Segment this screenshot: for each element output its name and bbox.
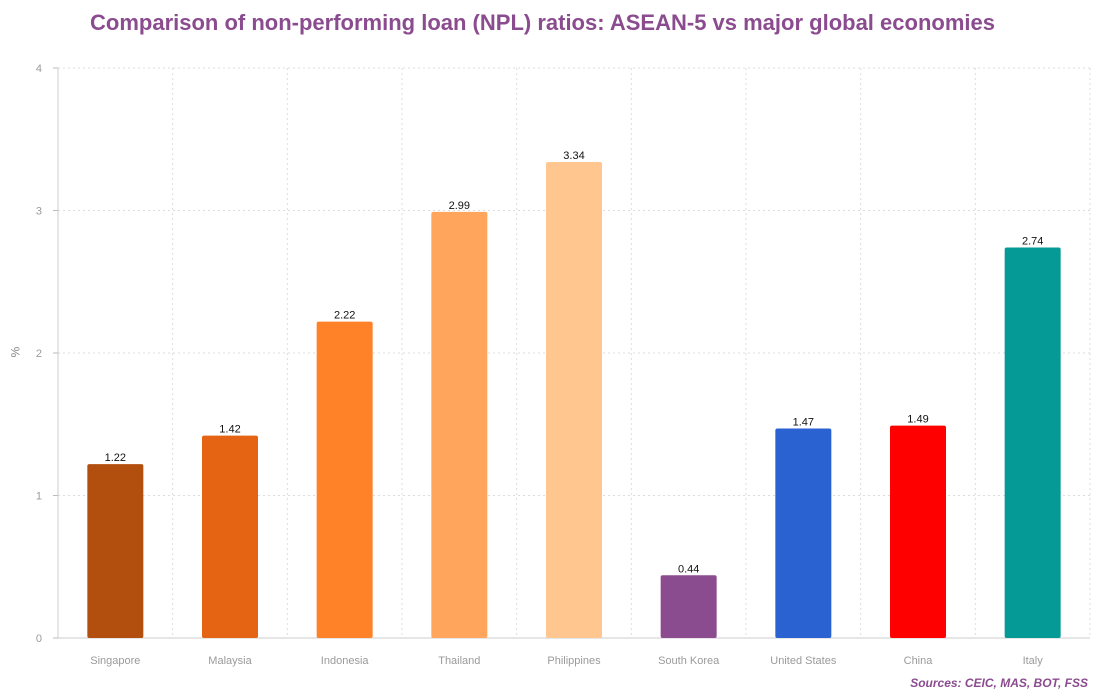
bar-south-korea [660,575,717,638]
y-tick-label-0: 0 [36,633,42,645]
source-note: Sources: CEIC, MAS, BOT, FSS [910,676,1088,690]
bar-italy [1004,247,1061,639]
chart-title: Comparison of non-performing loan (NPL) … [90,10,995,35]
x-tick-label-china: China [904,655,934,667]
y-tick-label-2: 2 [36,348,42,360]
bar-indonesia [316,321,373,638]
y-tick-label-4: 4 [36,63,42,75]
bar-singapore [87,464,144,638]
y-tick-label-3: 3 [36,206,42,218]
data-label-indonesia: 2.22 [334,310,355,322]
data-label-malaysia: 1.42 [219,424,240,436]
x-tick-label-united-states: United States [770,655,837,667]
data-label-united-states: 1.47 [793,417,814,429]
bar-thailand [431,211,488,639]
x-tick-label-thailand: Thailand [438,655,480,667]
x-tick-label-malaysia: Malaysia [208,655,252,667]
data-label-china: 1.49 [907,414,928,426]
x-tick-label-philippines: Philippines [547,655,601,667]
bar-philippines [546,162,602,639]
data-label-south-korea: 0.44 [678,563,699,575]
data-label-philippines: 3.34 [563,150,584,162]
bar-united-states [775,428,832,638]
bar-china [890,425,946,638]
x-tick-label-italy: Italy [1023,655,1044,667]
data-label-singapore: 1.22 [105,452,126,464]
y-tick-label-1: 1 [36,491,42,503]
data-label-italy: 2.74 [1022,236,1043,248]
bar-malaysia [202,435,258,638]
x-tick-label-indonesia: Indonesia [321,655,370,667]
x-tick-label-south-korea: South Korea [658,655,720,667]
x-tick-label-singapore: Singapore [90,655,140,667]
data-label-thailand: 2.99 [449,200,470,212]
